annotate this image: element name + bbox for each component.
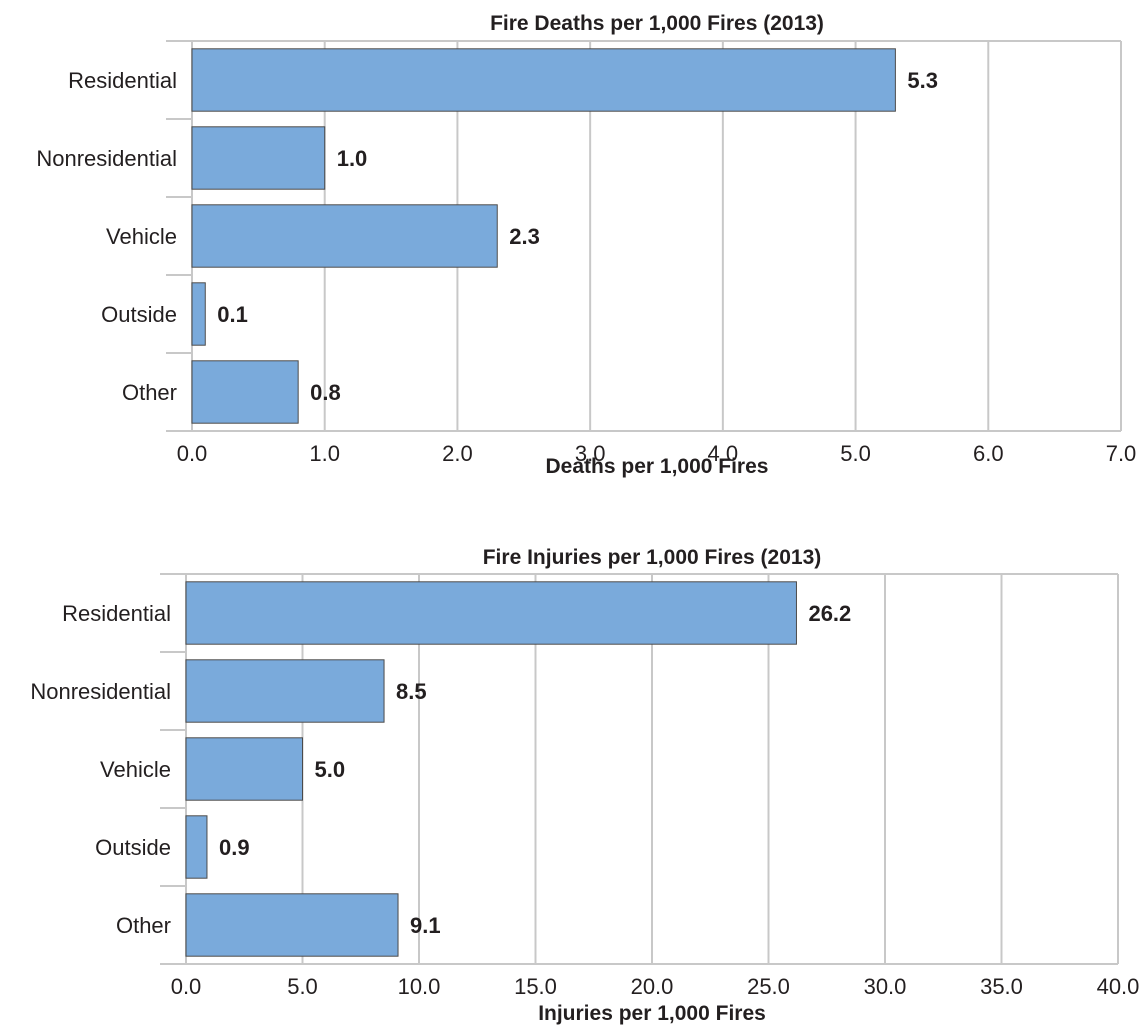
value-label: 9.1 bbox=[410, 913, 441, 938]
x-tick-label: 6.0 bbox=[973, 441, 1004, 466]
chart-title: Fire Deaths per 1,000 Fires (2013) bbox=[490, 12, 824, 35]
x-tick-label: 7.0 bbox=[1106, 441, 1137, 466]
value-label: 1.0 bbox=[337, 146, 368, 171]
value-label: 2.3 bbox=[509, 224, 540, 249]
deaths-chart: Fire Deaths per 1,000 Fires (2013) 0.0 1.… bbox=[36, 12, 1137, 478]
x-tick-label: 25.0 bbox=[747, 974, 790, 999]
bar-other bbox=[191, 360, 299, 424]
x-tick-label: 20.0 bbox=[631, 974, 674, 999]
x-tick-label: 4.0 bbox=[708, 441, 739, 466]
value-label: 26.2 bbox=[808, 601, 851, 626]
x-tick-label: 1.0 bbox=[309, 441, 340, 466]
category-label: Vehicle bbox=[100, 757, 171, 782]
x-tick-label: 5.0 bbox=[287, 974, 318, 999]
bar-nonresidential bbox=[191, 126, 326, 190]
bar-vehicle bbox=[191, 204, 498, 268]
x-tick-label: 5.0 bbox=[840, 441, 871, 466]
x-tick-label: 10.0 bbox=[398, 974, 441, 999]
bar-residential bbox=[191, 48, 896, 112]
chart-title: Fire Injuries per 1,000 Fires (2013) bbox=[483, 546, 822, 569]
x-tick-label: 0.0 bbox=[171, 974, 202, 999]
x-tick-label: 40.0 bbox=[1097, 974, 1140, 999]
bar-nonresidential bbox=[185, 659, 385, 723]
value-label: 8.5 bbox=[396, 679, 427, 704]
category-label: Residential bbox=[62, 601, 171, 626]
x-tick-label: 35.0 bbox=[980, 974, 1023, 999]
bar-residential bbox=[185, 581, 797, 645]
category-label: Residential bbox=[68, 68, 177, 93]
bar-outside bbox=[191, 282, 206, 346]
x-tick-label: 0.0 bbox=[177, 441, 208, 466]
category-label: Nonresidential bbox=[36, 146, 177, 171]
x-tick-label: 2.0 bbox=[442, 441, 473, 466]
x-axis-label: Deaths per 1,000 Fires bbox=[546, 455, 769, 478]
x-tick-label: 30.0 bbox=[864, 974, 907, 999]
category-label: Other bbox=[116, 913, 171, 938]
category-label: Outside bbox=[95, 835, 171, 860]
value-label: 0.8 bbox=[310, 380, 341, 405]
bar-other bbox=[185, 893, 399, 957]
category-label: Outside bbox=[101, 302, 177, 327]
value-label: 5.0 bbox=[315, 757, 346, 782]
injuries-chart: Fire Injuries per 1,000 Fires (2013) 0.0… bbox=[30, 546, 1140, 1025]
value-label: 0.9 bbox=[219, 835, 250, 860]
x-axis-label: Injuries per 1,000 Fires bbox=[538, 1002, 766, 1025]
value-label: 5.3 bbox=[907, 68, 938, 93]
bar-outside bbox=[185, 815, 208, 879]
x-tick-label: 15.0 bbox=[514, 974, 557, 999]
bar-vehicle bbox=[185, 737, 303, 801]
category-label: Nonresidential bbox=[30, 679, 171, 704]
category-label: Vehicle bbox=[106, 224, 177, 249]
category-label: Other bbox=[122, 380, 177, 405]
x-tick-label: 3.0 bbox=[575, 441, 606, 466]
value-label: 0.1 bbox=[217, 302, 248, 327]
